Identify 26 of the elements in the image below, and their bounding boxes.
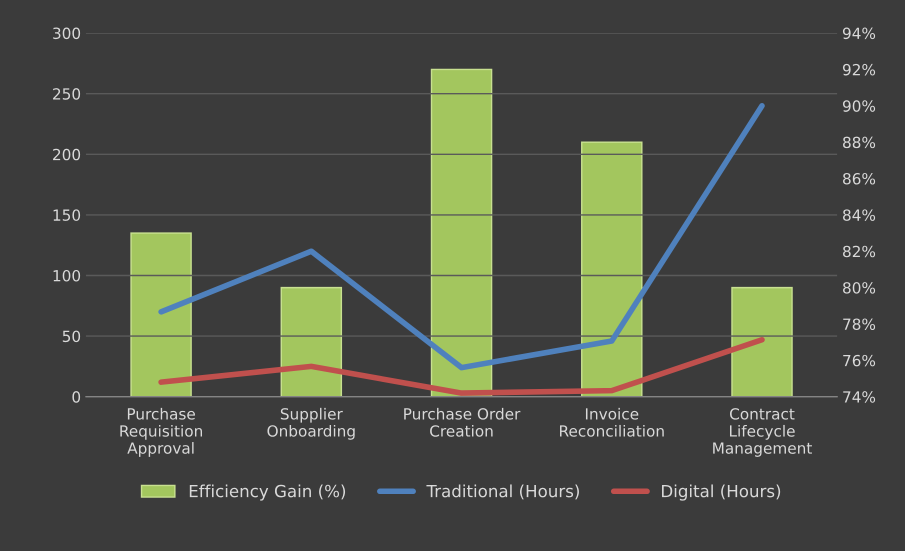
y-tick-label: 0 [72, 391, 80, 403]
y2-tick-label: 92% [842, 64, 876, 76]
x-tick-label: Purchase Requisition Approval [120, 408, 202, 457]
y2-tick-label: 90% [842, 100, 876, 112]
y2-tick-label: 76% [843, 354, 876, 366]
x-tick-label: Purchase Order Creation [404, 408, 520, 437]
y-tick-label: 150 [54, 209, 80, 221]
y-tick-label: 300 [53, 28, 80, 40]
legend-label: Traditional (Hours) [426, 484, 579, 500]
y2-tick-label: 94% [842, 28, 876, 40]
y2-tick-label: 82% [843, 246, 876, 258]
y2-tick-label: 88% [843, 136, 876, 148]
y2-tick-label: 74% [843, 391, 876, 403]
x-tick-label: Contract Lifecycle Management [713, 408, 812, 457]
y2-tick-label: 86% [843, 172, 876, 185]
y2-tick-label: 78% [843, 318, 876, 330]
y-tick-label: 250 [53, 88, 80, 100]
legend-label: Efficiency Gain (%) [190, 484, 346, 501]
y2-tick-label: 84% [843, 209, 876, 221]
y-tick-label: 100 [54, 270, 80, 282]
legend-label: Digital (Hours) [662, 484, 780, 501]
x-tick-label: Supplier Onboarding [267, 408, 355, 440]
y2-tick-label: 80% [843, 282, 876, 294]
y-tick-label: 50 [62, 330, 80, 342]
y-tick-label: 200 [53, 148, 80, 160]
x-tick-label: Invoice Reconciliation [560, 408, 664, 437]
